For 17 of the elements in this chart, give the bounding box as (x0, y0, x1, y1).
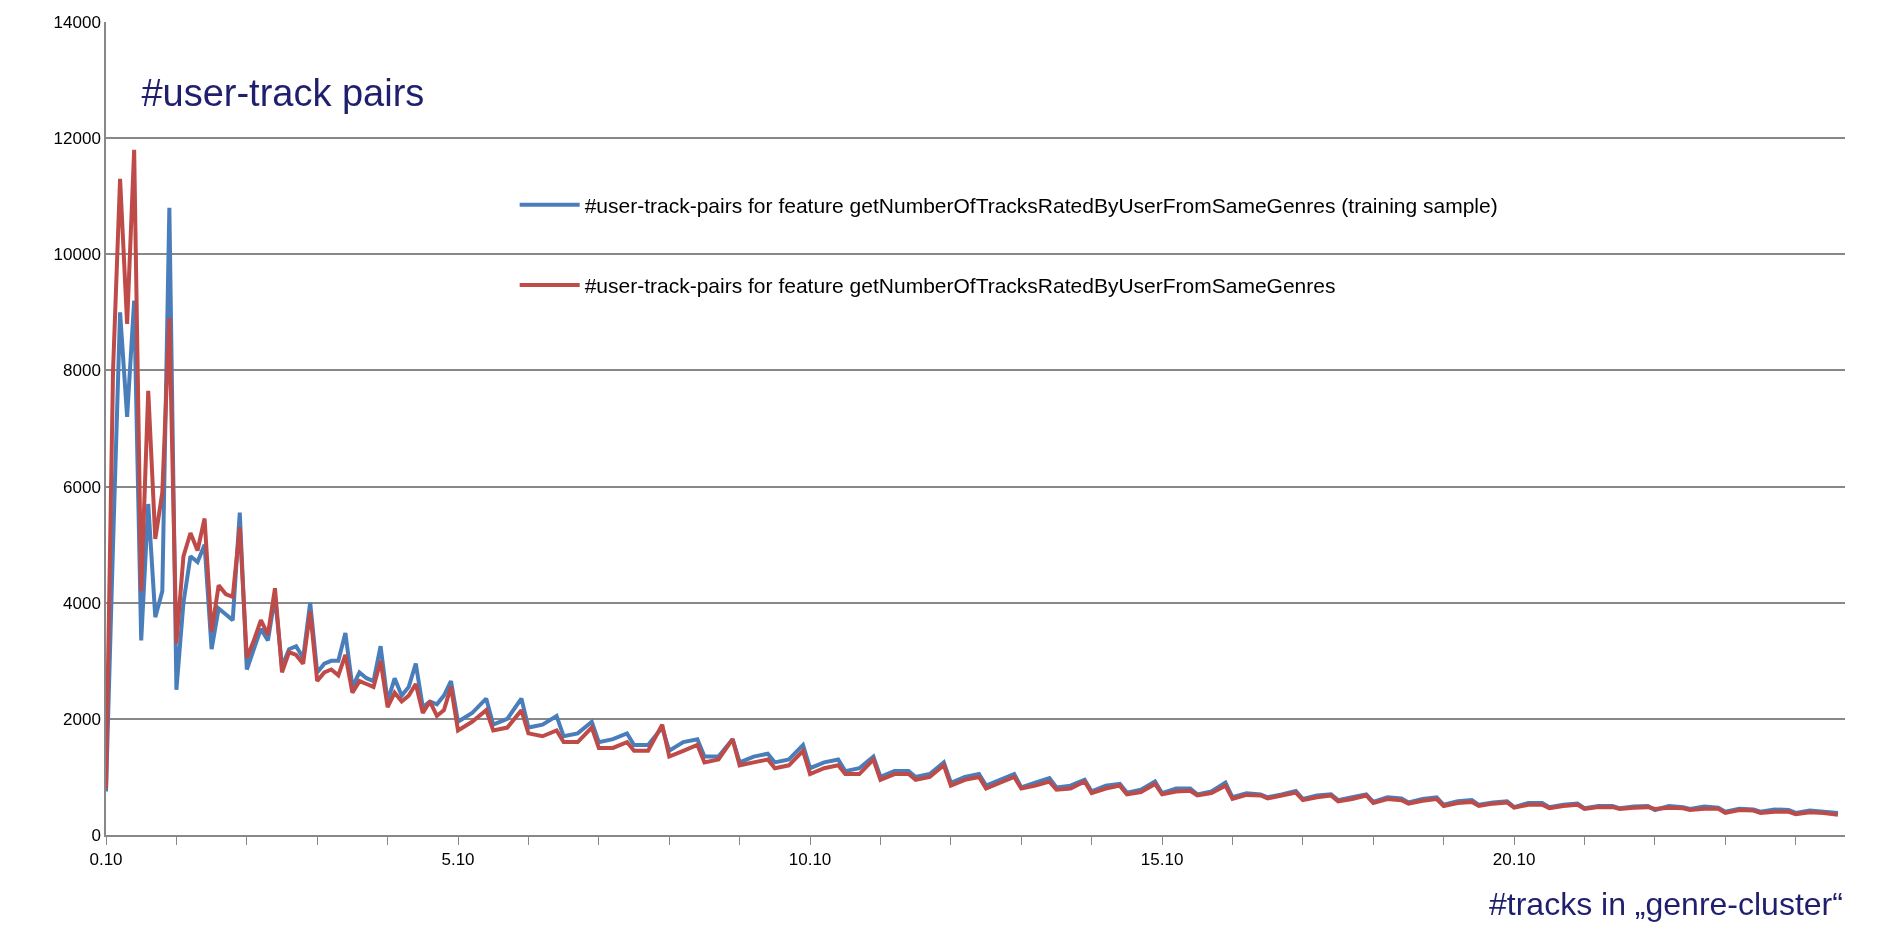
text: #user-track pairs (141, 72, 425, 115)
x-tick-label: 0.10 (89, 850, 123, 870)
y-tick-label: 12000 (53, 129, 101, 149)
x-tick-label: 5.10 (441, 850, 475, 870)
x-tick-label: 20.10 (1492, 850, 1536, 870)
x-tick-label: 15.10 (1140, 850, 1184, 870)
y-tick-label: 2000 (63, 709, 101, 729)
legend-label: #user-track-pairs for feature getNumberOfTracksRatedByUserFromSameGenres (training sample) (584, 193, 1498, 217)
y-tick-label: 8000 (63, 361, 101, 381)
y-tick-label: 14000 (53, 12, 101, 32)
y-tick-label: 6000 (63, 477, 101, 497)
legend-label: #user-track-pairs for feature getNumberOfTracksRatedByUserFromSameGenres (584, 274, 1336, 298)
y-tick-label: 10000 (53, 245, 101, 265)
x-tick-label: 10.10 (788, 850, 832, 870)
x-axis-title: #tracks in „genre-cluster“ (1489, 886, 1843, 922)
y-tick-label: 0 (91, 825, 101, 845)
y-tick-label: 4000 (63, 593, 101, 613)
